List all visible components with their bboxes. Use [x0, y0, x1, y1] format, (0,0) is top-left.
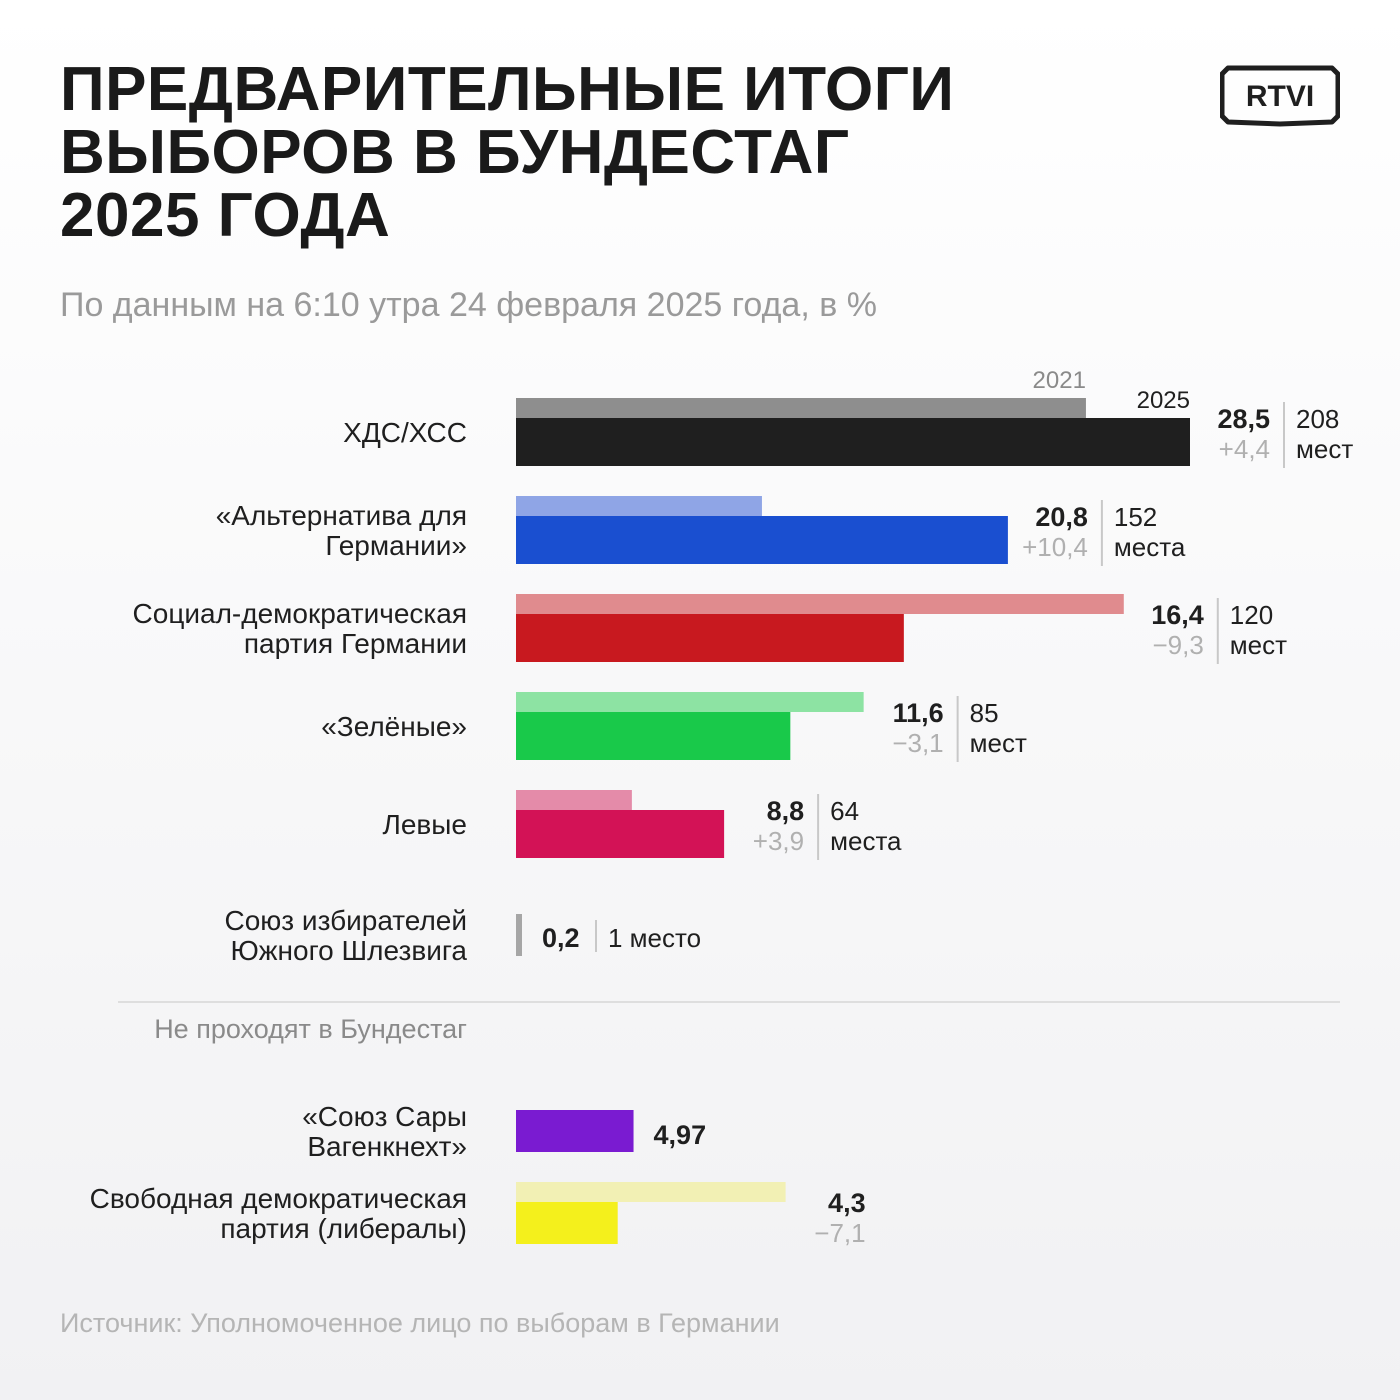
legend-2021: 2021 [1033, 367, 1086, 394]
seats-label-4-1: места [830, 826, 902, 856]
change-label-0: +4,4 [1219, 434, 1270, 464]
value-label-4: 8,8 [767, 796, 805, 826]
bar-2025-0 [516, 418, 1190, 466]
change-label-7: −7,1 [814, 1218, 865, 1248]
party-name-2-0: Социал-демократическая [133, 598, 467, 629]
title-line-3: 2025 ГОДА [60, 181, 391, 250]
legend-2025: 2025 [1137, 387, 1190, 414]
bar-2021-3 [516, 692, 864, 712]
title-line-2: ВЫБОРОВ В БУНДЕСТАГ [60, 118, 850, 187]
party-name-2-1: партия Германии [244, 628, 467, 659]
change-label-2: −9,3 [1152, 630, 1203, 660]
party-name-7-0: Свободная демократическая [90, 1183, 467, 1214]
rtvi-logo: RTVI [1220, 65, 1340, 127]
bar-2021-1 [516, 496, 762, 516]
page-title: ПРЕДВАРИТЕЛЬНЫЕ ИТОГИ ВЫБОРОВ В БУНДЕСТА… [60, 58, 1060, 247]
value-label-1: 20,8 [1035, 502, 1088, 532]
party-name-0-0: ХДС/ХСС [343, 417, 467, 448]
party-name-3-0: «Зелёные» [321, 711, 467, 742]
bar-2025-6 [516, 1110, 634, 1152]
bar-2025-5 [516, 914, 522, 956]
change-label-3: −3,1 [892, 728, 943, 758]
seats-label-0-1: мест [1296, 434, 1353, 464]
seats-label-2-1: мест [1230, 630, 1287, 660]
party-name-5-0: Союз избирателей [225, 905, 467, 936]
seats-label-5-0: 1 место [608, 923, 701, 953]
source-note: Источник: Уполномоченное лицо по выборам… [60, 1308, 780, 1338]
section-label: Не проходят в Бундестаг [154, 1014, 467, 1044]
logo-text: RTVI [1246, 80, 1314, 113]
party-name-1-1: Германии» [325, 530, 467, 561]
bar-2025-2 [516, 614, 904, 662]
bar-2021-2 [516, 594, 1124, 614]
change-label-1: +10,4 [1022, 532, 1088, 562]
change-label-4: +3,9 [753, 826, 804, 856]
seats-label-0-0: 208 [1296, 404, 1339, 434]
value-label-3: 11,6 [893, 698, 944, 728]
chart-subtitle: По данным на 6:10 утра 24 февраля 2025 г… [60, 286, 877, 324]
seats-label-4-0: 64 [830, 796, 859, 826]
value-label-0: 28,5 [1217, 404, 1270, 434]
value-label-6: 4,97 [654, 1120, 707, 1150]
party-name-7-1: партия (либералы) [220, 1213, 467, 1244]
party-name-6-0: «Союз Сары [302, 1101, 467, 1132]
value-label-7: 4,3 [828, 1188, 866, 1218]
bar-2025-4 [516, 810, 725, 858]
value-label-5: 0,2 [542, 923, 580, 953]
party-name-5-1: Южного Шлезвига [231, 935, 468, 966]
bar-2021-4 [516, 790, 632, 810]
bar-2021-0 [516, 398, 1086, 418]
bar-2025-1 [516, 516, 1008, 564]
seats-label-3-0: 85 [970, 698, 999, 728]
seats-label-1-1: места [1114, 532, 1186, 562]
bar-2025-3 [516, 712, 791, 760]
party-name-1-0: «Альтернатива для [216, 500, 467, 531]
value-label-2: 16,4 [1151, 600, 1204, 630]
bar-2021-7 [516, 1182, 786, 1202]
seats-label-2-0: 120 [1230, 600, 1273, 630]
bar-2025-7 [516, 1202, 618, 1244]
seats-label-1-0: 152 [1114, 502, 1157, 532]
seats-label-3-1: мест [970, 728, 1027, 758]
party-name-4-0: Левые [382, 809, 467, 840]
title-line-1: ПРЕДВАРИТЕЛЬНЫЕ ИТОГИ [60, 55, 955, 124]
party-name-6-1: Вагенкнехт» [307, 1131, 467, 1162]
